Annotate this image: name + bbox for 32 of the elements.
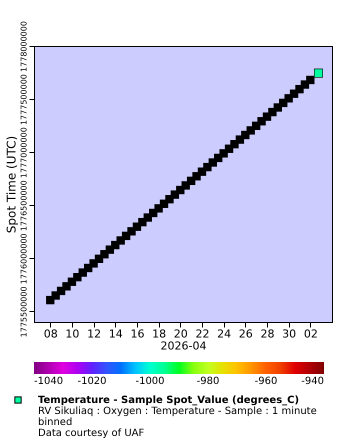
y-tick-label: 1775500000 <box>20 286 28 338</box>
x-tick-label: 16 <box>130 328 144 340</box>
x-tick-label: 14 <box>108 328 123 340</box>
point <box>314 68 323 78</box>
x-tick-label: 22 <box>195 328 210 340</box>
x-tick-label: 28 <box>260 328 274 340</box>
x-axis-title: 2026-04 <box>160 340 206 352</box>
color-bar-label: -960 <box>254 376 278 387</box>
x-tick-label: 10 <box>65 328 80 340</box>
text: Data courtesy of UAF <box>38 428 144 439</box>
color-bar-label: -940 <box>301 376 324 387</box>
x-tick-label: 30 <box>282 328 296 340</box>
y-tick-label: 1778000000 <box>20 21 28 72</box>
color-bar-label: -1000 <box>135 376 165 387</box>
legend-label: Temperature - Sample Spot_Value (degrees_C) <box>38 395 300 406</box>
y-axis-title: Spot Time (UTC) <box>4 136 18 234</box>
y-tick-label: 1776000000 <box>20 233 28 284</box>
x-tick-label: 02 <box>304 328 318 340</box>
x-tick-label: 24 <box>217 328 232 340</box>
x-tick-label: 20 <box>174 328 188 340</box>
y-tick-label: 1776500000 <box>20 180 28 232</box>
x-tick-label: 12 <box>87 328 102 340</box>
color-bar-label: -1020 <box>77 376 107 387</box>
x-tick-label: 18 <box>152 328 166 340</box>
color-bar-label: -980 <box>196 376 220 387</box>
color-bar-label: -1040 <box>34 376 64 387</box>
point <box>306 76 315 84</box>
y-tick-label: 1777000000 <box>20 127 28 178</box>
x-tick-label: 08 <box>44 328 58 340</box>
y-tick-label: 1777500000 <box>20 74 28 126</box>
x-tick-label: 26 <box>238 328 253 340</box>
text: RV Sikuliaq : Oxygen : Temperature - Sample : 1 minute binned <box>38 406 317 428</box>
